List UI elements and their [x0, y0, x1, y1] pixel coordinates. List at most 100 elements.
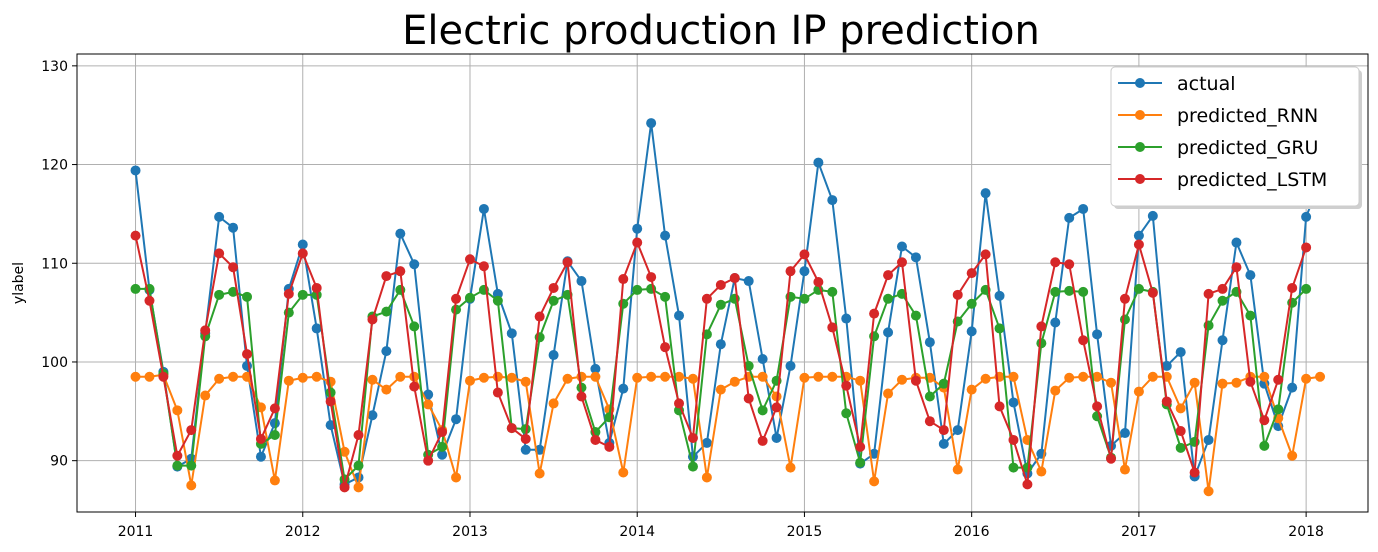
legend: actual predicted_RNN predicted_GRU predicte… — [1110, 66, 1362, 209]
data-point-predicted_GRU — [381, 306, 392, 317]
data-point-predicted_GRU — [437, 441, 448, 452]
data-point-predicted_GRU — [1008, 462, 1019, 473]
data-point-predicted_RNN — [687, 373, 698, 384]
data-point-predicted_RNN — [715, 384, 726, 395]
data-point-predicted_GRU — [1273, 404, 1284, 415]
data-point-predicted_GRU — [938, 378, 949, 389]
data-point-predicted_GRU — [994, 323, 1005, 334]
data-point-predicted_GRU — [910, 310, 921, 321]
x-tick-label: 2018 — [1288, 524, 1324, 540]
data-point-predicted_LSTM — [1106, 453, 1117, 464]
x-tick-label: 2013 — [452, 524, 488, 540]
data-point-predicted_LSTM — [938, 425, 949, 436]
data-point-predicted_RNN — [506, 372, 517, 383]
data-point-actual — [1050, 317, 1061, 328]
data-point-predicted_RNN — [1315, 371, 1326, 382]
data-point-actual — [674, 310, 685, 321]
data-point-predicted_GRU — [242, 291, 253, 302]
data-point-predicted_GRU — [353, 460, 364, 471]
data-point-predicted_GRU — [1175, 442, 1186, 453]
data-point-predicted_LSTM — [423, 455, 434, 466]
data-point-predicted_RNN — [660, 371, 671, 382]
data-point-actual — [632, 223, 643, 234]
legend-box — [1110, 66, 1360, 207]
legend-items: actual predicted_RNN predicted_GRU predicte… — [1118, 73, 1327, 191]
data-point-actual — [437, 449, 448, 460]
legend-label: predicted_RNN — [1177, 105, 1318, 127]
data-point-actual — [423, 389, 434, 400]
data-point-predicted_LSTM — [367, 314, 378, 325]
data-point-predicted_RNN — [1133, 386, 1144, 397]
data-point-actual — [548, 350, 559, 361]
data-point-predicted_RNN — [1301, 373, 1312, 384]
data-point-predicted_RNN — [855, 375, 866, 386]
data-point-predicted_GRU — [618, 298, 629, 309]
data-point-predicted_LSTM — [1245, 376, 1256, 387]
data-point-actual — [478, 203, 489, 214]
chart-title: Electric production IP prediction — [402, 8, 1040, 54]
data-point-predicted_LSTM — [200, 325, 211, 336]
data-point-predicted_RNN — [214, 373, 225, 384]
data-point-actual — [715, 339, 726, 350]
data-point-predicted_GRU — [1050, 286, 1061, 297]
data-point-predicted_GRU — [464, 292, 475, 303]
data-point-predicted_LSTM — [1217, 283, 1228, 294]
legend-label: predicted_LSTM — [1177, 169, 1327, 191]
data-point-predicted_RNN — [1189, 377, 1200, 388]
data-point-predicted_RNN — [1036, 466, 1047, 477]
data-point-predicted_RNN — [952, 464, 963, 475]
data-point-predicted_LSTM — [158, 371, 169, 382]
y-tick-label: 110 — [41, 256, 68, 272]
data-point-predicted_LSTM — [130, 230, 141, 241]
data-point-predicted_RNN — [1119, 464, 1130, 475]
data-point-predicted_LSTM — [1231, 262, 1242, 273]
data-point-predicted_LSTM — [757, 435, 768, 446]
data-point-predicted_LSTM — [228, 262, 239, 273]
data-point-predicted_LSTM — [492, 387, 503, 398]
data-point-predicted_GRU — [855, 457, 866, 468]
data-point-predicted_RNN — [618, 467, 629, 478]
ticks: 2011 2012 2013 2014 2015 2016 2017 2018 90 100 110… — [41, 59, 1324, 540]
data-point-predicted_LSTM — [1119, 293, 1130, 304]
data-point-predicted_RNN — [646, 371, 657, 382]
data-point-predicted_LSTM — [883, 270, 894, 281]
data-point-predicted_LSTM — [395, 266, 406, 277]
data-point-predicted_LSTM — [478, 261, 489, 272]
data-point-predicted_RNN — [548, 398, 559, 409]
data-point-actual — [1133, 230, 1144, 241]
x-tick-label: 2014 — [619, 524, 655, 540]
data-point-actual — [701, 437, 712, 448]
data-point-predicted_RNN — [1008, 371, 1019, 382]
data-point-predicted_LSTM — [576, 391, 587, 402]
data-point-actual — [214, 211, 225, 222]
data-point-actual — [785, 360, 796, 371]
data-point-predicted_LSTM — [548, 282, 559, 293]
legend-marker — [1135, 110, 1145, 120]
data-point-predicted_GRU — [1119, 314, 1130, 325]
data-point-predicted_LSTM — [409, 381, 420, 392]
data-point-predicted_LSTM — [1301, 242, 1312, 253]
x-tick-label: 2011 — [118, 524, 154, 540]
data-point-predicted_RNN — [562, 373, 573, 384]
data-point-actual — [576, 276, 587, 287]
data-point-predicted_LSTM — [186, 425, 197, 436]
data-point-predicted_LSTM — [952, 289, 963, 300]
data-point-actual — [841, 313, 852, 324]
data-point-predicted_RNN — [590, 371, 601, 382]
data-point-predicted_RNN — [1175, 403, 1186, 414]
data-point-actual — [1147, 210, 1158, 221]
data-point-predicted_LSTM — [966, 268, 977, 279]
legend-label: predicted_GRU — [1177, 137, 1318, 159]
data-point-actual — [646, 118, 657, 129]
data-point-predicted_GRU — [924, 391, 935, 402]
data-point-predicted_GRU — [297, 289, 308, 300]
data-point-predicted_RNN — [729, 376, 740, 387]
data-point-predicted_LSTM — [729, 273, 740, 284]
data-point-actual — [1287, 382, 1298, 393]
data-point-predicted_LSTM — [1287, 282, 1298, 293]
data-point-actual — [938, 438, 949, 449]
data-point-predicted_RNN — [297, 372, 308, 383]
data-point-predicted_RNN — [144, 371, 155, 382]
data-point-predicted_RNN — [353, 482, 364, 493]
data-point-actual — [896, 241, 907, 252]
